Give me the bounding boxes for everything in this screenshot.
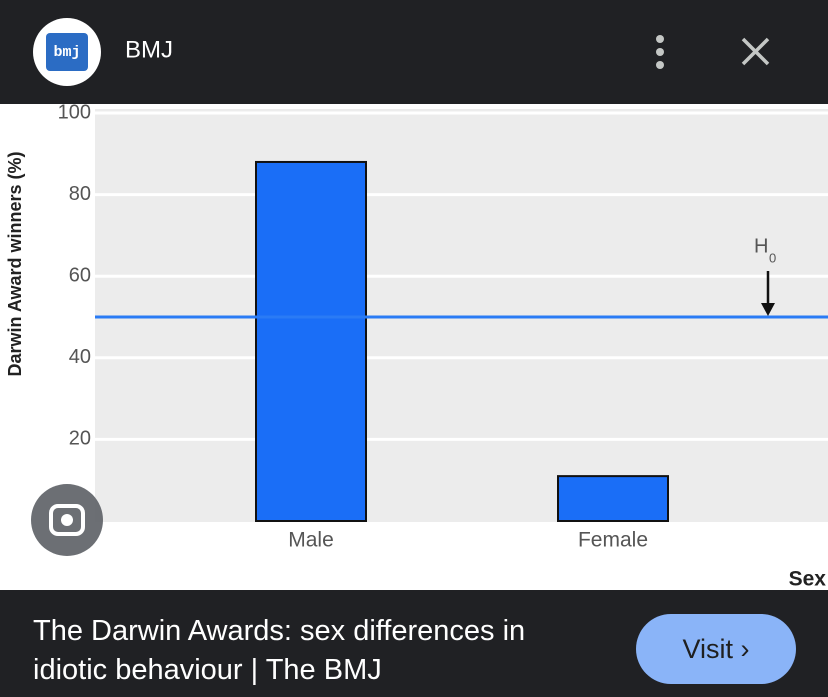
y-tick-label: 100 <box>58 104 91 123</box>
x-tick-label: Male <box>288 529 334 552</box>
y-tick-label: 20 <box>69 428 91 450</box>
reference-subscript: 0 <box>769 250 776 265</box>
visit-button[interactable]: Visit › <box>636 614 796 684</box>
logo-box <box>46 33 88 71</box>
x-axis-label: Sex <box>789 568 827 590</box>
close-button[interactable] <box>741 37 770 66</box>
y-axis-label: Darwin Award winners (%) <box>5 151 25 376</box>
annotation-arrowhead <box>761 303 775 316</box>
bar <box>557 475 669 522</box>
more-menu[interactable] <box>656 35 664 69</box>
y-tick-label: 60 <box>69 264 91 286</box>
header: bmj BMJ <box>0 0 828 104</box>
y-tick-label: 40 <box>69 346 91 368</box>
caption[interactable]: The Darwin Awards: sex differences in id… <box>33 615 526 686</box>
lens-button[interactable] <box>27 480 107 560</box>
x-tick-label: Female <box>578 529 648 552</box>
footer: The Darwin Awards: sex differences in id… <box>0 590 828 697</box>
site-title: BMJ <box>125 36 173 63</box>
y-tick-label: 80 <box>69 183 91 205</box>
header-graphics: bmj BMJ <box>33 18 770 86</box>
visit-text: Visit <box>682 634 733 664</box>
bar <box>255 160 367 523</box>
chevron-icon: › <box>740 634 750 664</box>
chart: Darwin Award winners (%) Sex 20 40 60 80 100… <box>5 101 828 591</box>
logo-text: bmj <box>53 44 80 61</box>
reference-label: H <box>754 235 768 257</box>
chart-image[interactable]: Darwin Award winners (%) Sex 20 40 60 80 100… <box>0 101 828 591</box>
